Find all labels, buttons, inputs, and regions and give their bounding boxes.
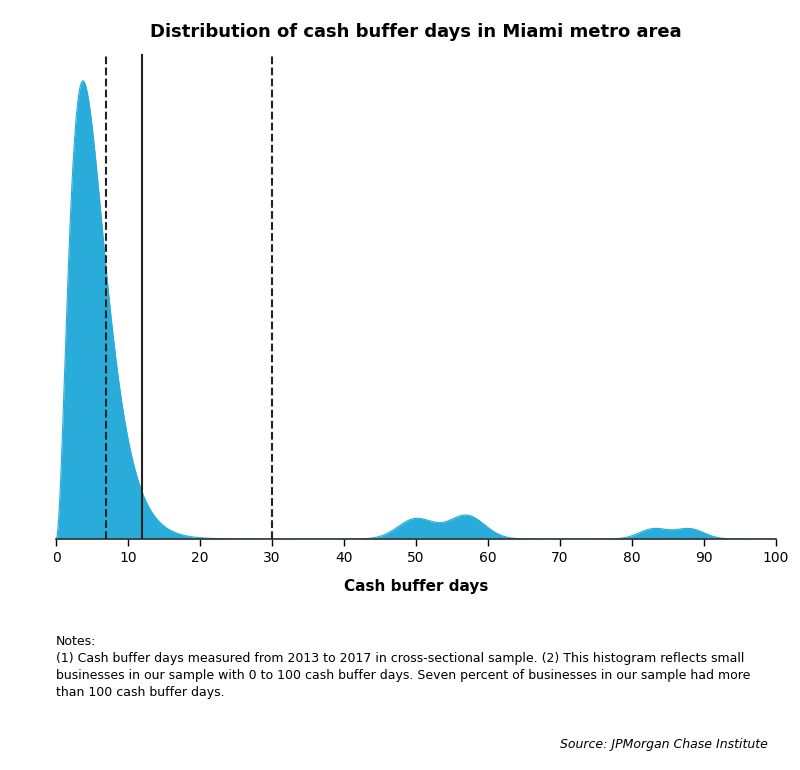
Text: Notes:
(1) Cash buffer days measured from 2013 to 2017 in cross-sectional sample: Notes: (1) Cash buffer days measured fro… — [56, 635, 750, 699]
Text: Source: JPMorgan Chase Institute: Source: JPMorgan Chase Institute — [560, 738, 768, 751]
Title: Distribution of cash buffer days in Miami metro area: Distribution of cash buffer days in Miam… — [150, 23, 682, 42]
X-axis label: Cash buffer days: Cash buffer days — [344, 579, 488, 594]
